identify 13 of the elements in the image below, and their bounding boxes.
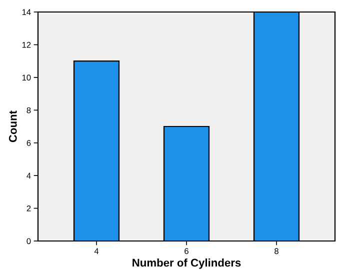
x-tick-label: 8 [274,248,278,254]
y-tick-label: 2 [26,205,31,212]
y-tick-label: 4 [26,172,31,179]
y-tick-label: 6 [26,140,31,146]
x-tick-label: 6 [184,248,188,254]
y-tick-label: 12 [22,42,31,48]
y-tick-label: 10 [22,74,31,81]
y-tick-label: 14 [22,9,31,16]
y-tick-label: 8 [26,107,31,114]
x-tick-label: 4 [94,248,99,254]
x-axis-title: Number of Cylinders [132,258,241,269]
y-axis-title: Count [8,110,17,142]
y-tick-label: 0 [26,238,31,244]
